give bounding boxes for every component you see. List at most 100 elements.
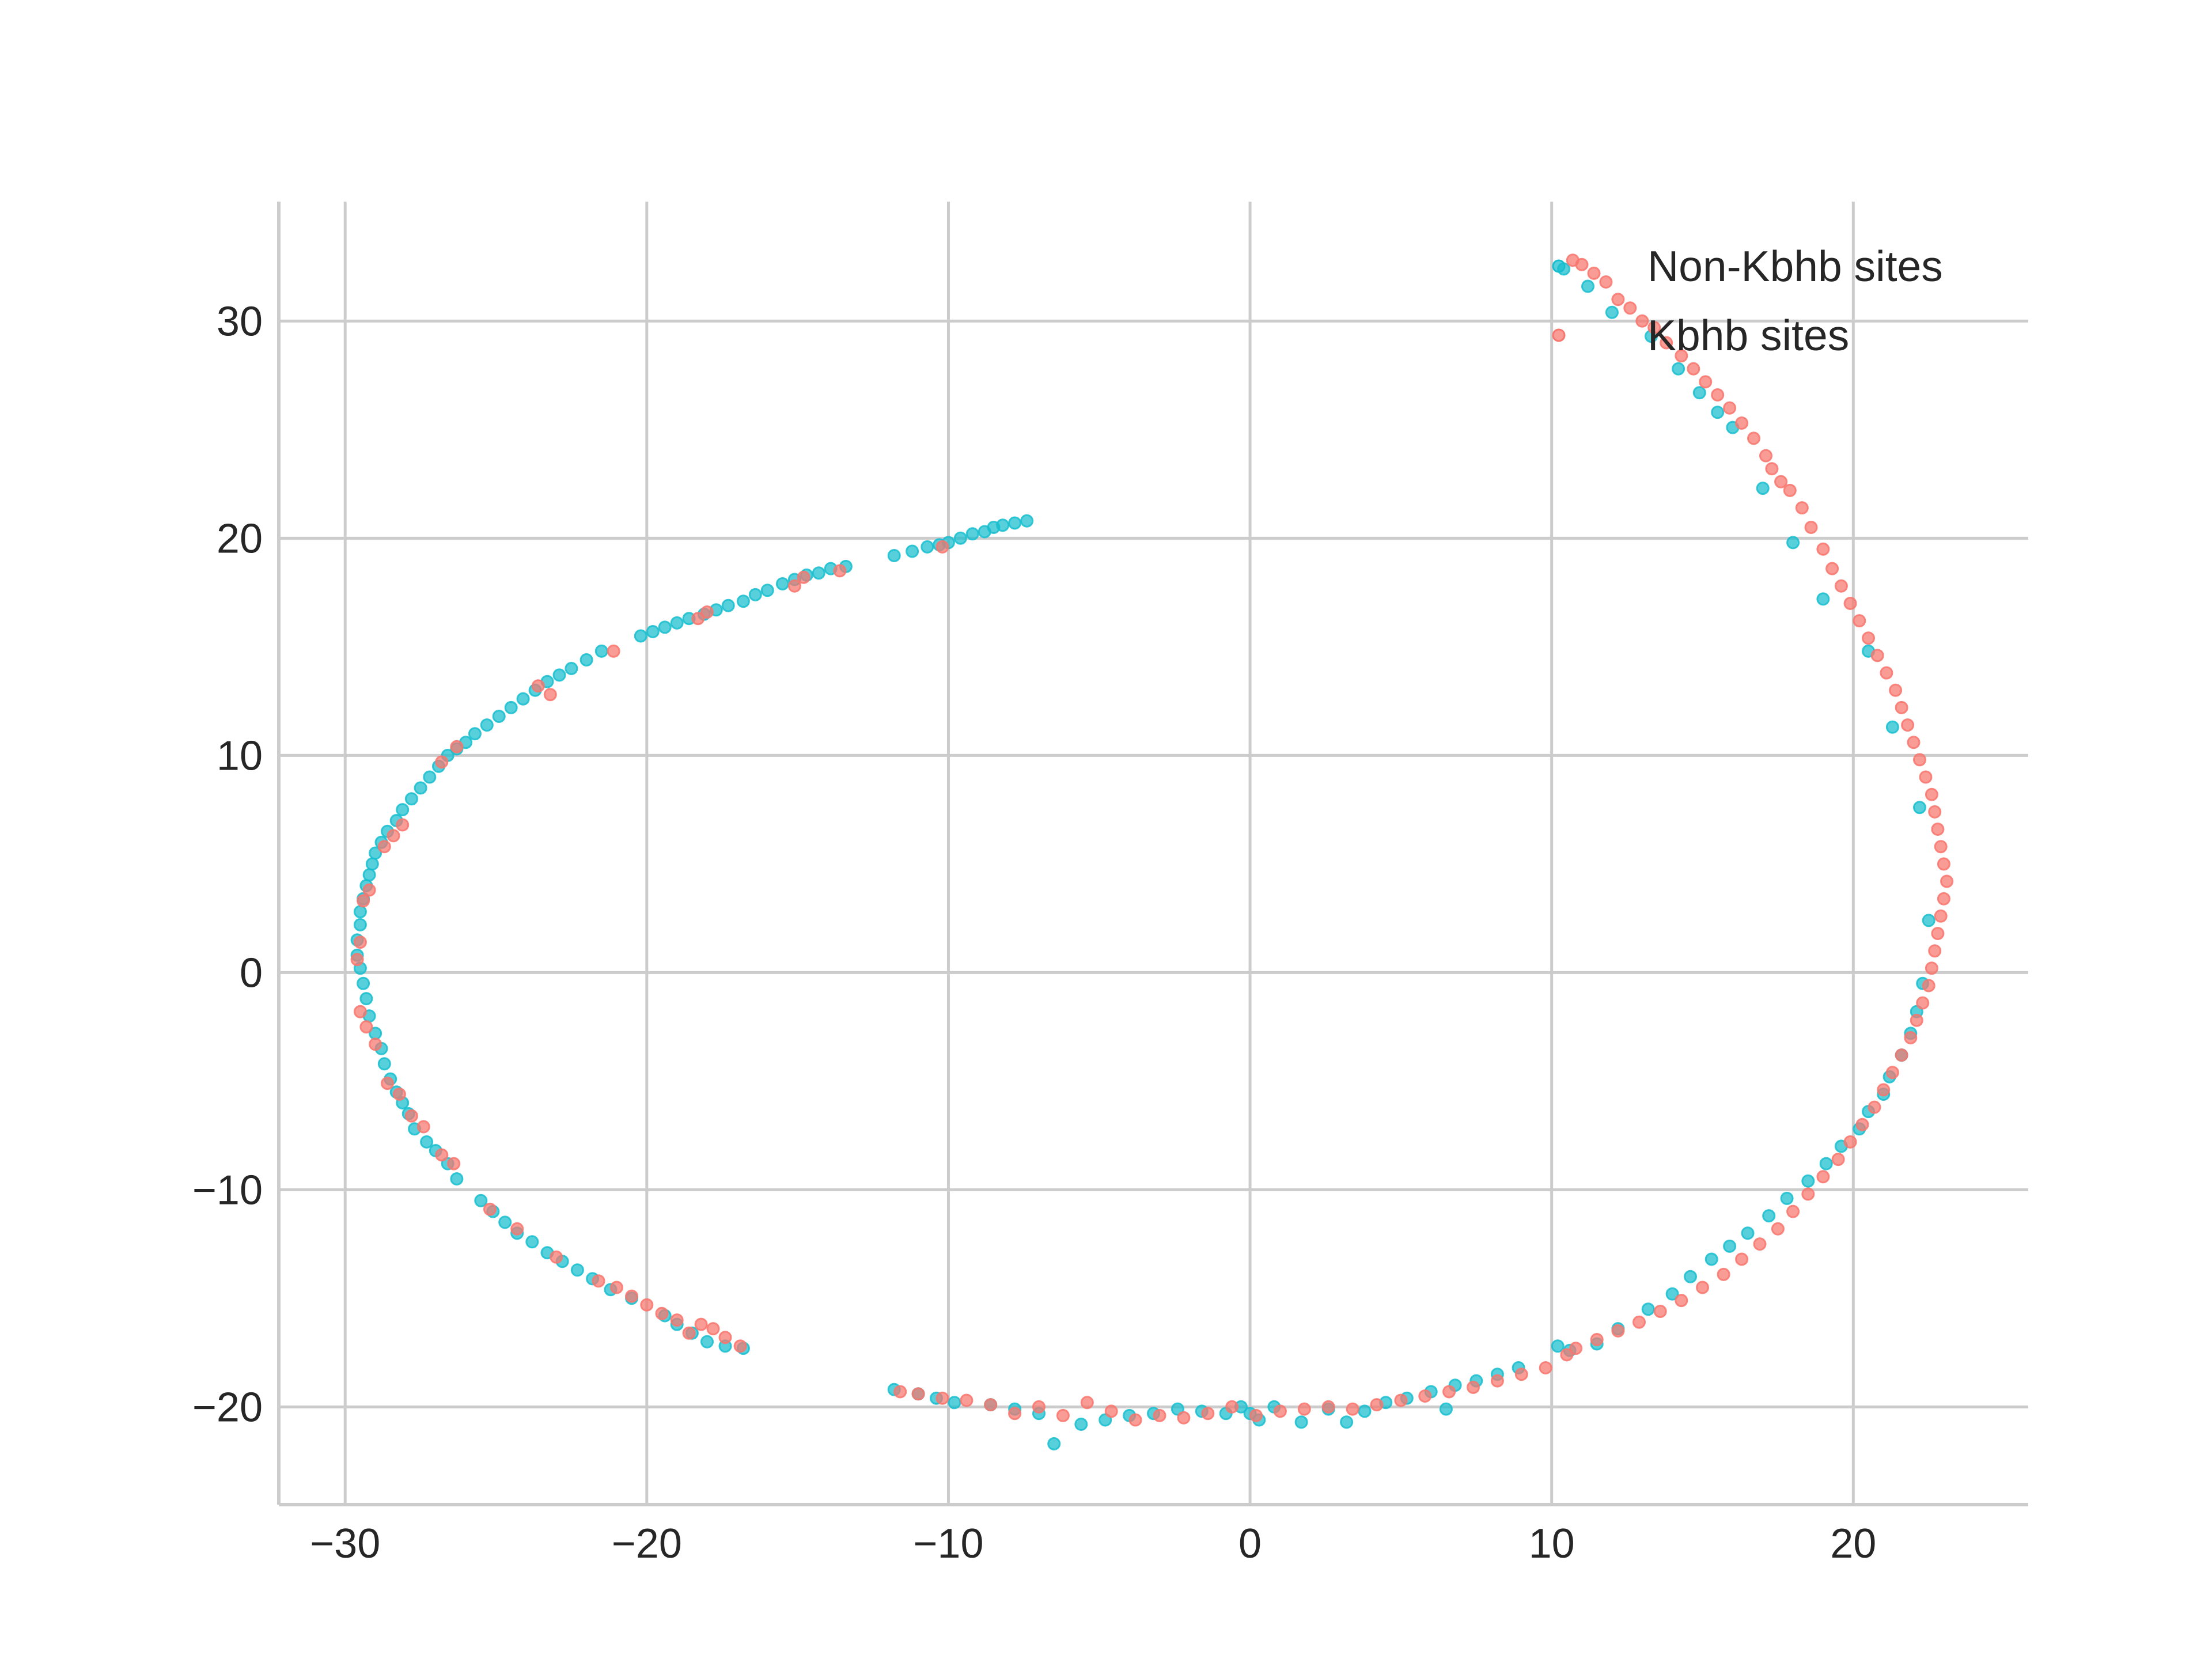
data-point (570, 1263, 584, 1277)
y-tick-label: 20 (217, 516, 263, 562)
data-point (492, 710, 506, 723)
data-point (416, 1120, 430, 1134)
data-point (353, 905, 367, 919)
data-point (1074, 1418, 1088, 1431)
data-point (392, 1088, 406, 1101)
data-point (1771, 1222, 1785, 1236)
y-tick-label: −20 (192, 1384, 263, 1430)
data-point (1394, 1393, 1408, 1407)
data-point (483, 1202, 497, 1216)
data-point (1294, 1415, 1308, 1429)
data-point (1687, 362, 1700, 376)
data-point (447, 1157, 461, 1171)
data-point (1099, 1413, 1112, 1427)
data-point (1675, 1294, 1688, 1308)
data-point (1418, 1389, 1432, 1403)
data-point (1816, 1170, 1830, 1184)
x-tick-label: −30 (310, 1521, 380, 1567)
data-point (1831, 1153, 1845, 1166)
data-point (1774, 475, 1788, 488)
data-point (1032, 1400, 1046, 1414)
data-point (1819, 1157, 1833, 1171)
data-point (579, 653, 593, 666)
data-point (1665, 1287, 1679, 1301)
data-point (1931, 823, 1945, 836)
data-point (911, 1387, 925, 1401)
data-point (1358, 1404, 1372, 1418)
data-point (1660, 336, 1673, 350)
data-point (1877, 1083, 1891, 1097)
data-point (1008, 1407, 1022, 1421)
data-point (984, 1398, 998, 1412)
data-point (362, 883, 376, 897)
data-point (1925, 961, 1938, 975)
data-point (359, 1020, 373, 1034)
data-point (592, 1274, 605, 1288)
data-point (396, 803, 410, 817)
data-point (1647, 321, 1661, 335)
data-point (550, 1250, 563, 1264)
data-point (525, 1235, 539, 1249)
data-point (1705, 1252, 1718, 1266)
data-point (1020, 514, 1034, 528)
x-tick-label: 20 (1830, 1521, 1876, 1567)
data-point (893, 1385, 907, 1399)
legend-marker (1552, 259, 1566, 273)
x-tick-label: −10 (913, 1521, 983, 1567)
data-point (450, 740, 464, 753)
data-point (1834, 579, 1848, 593)
data-point (1611, 293, 1625, 306)
data-point (468, 727, 482, 741)
data-point (1641, 1302, 1655, 1316)
data-point (1786, 536, 1800, 550)
data-point (1868, 1100, 1881, 1114)
data-point (797, 570, 810, 584)
data-point (423, 770, 437, 784)
data-point (655, 1306, 669, 1320)
data-point (414, 781, 427, 795)
data-point (1940, 874, 1954, 888)
data-point (1346, 1402, 1359, 1416)
data-point (498, 1215, 512, 1229)
data-point (1514, 1368, 1528, 1381)
data-point (1928, 805, 1942, 819)
data-point (1747, 431, 1760, 445)
data-point (1128, 1413, 1142, 1427)
data-point (1889, 683, 1903, 697)
data-point (1675, 349, 1688, 363)
data-point (387, 829, 400, 843)
data-point (353, 935, 367, 949)
data-point (833, 564, 847, 578)
data-point (1741, 1226, 1755, 1240)
data-point (1801, 1174, 1815, 1188)
data-point (658, 620, 672, 634)
data-point (435, 755, 449, 769)
data-point (1611, 1324, 1625, 1338)
data-point (450, 1172, 464, 1185)
data-point (359, 992, 373, 1006)
data-point (404, 1109, 418, 1123)
data-point (1937, 857, 1950, 871)
data-point (1551, 1339, 1565, 1353)
data-point (748, 588, 762, 601)
data-point (1699, 375, 1713, 389)
data-point (377, 1057, 391, 1071)
data-point (1895, 700, 1908, 714)
data-point (420, 1135, 434, 1149)
data-point (1765, 462, 1779, 476)
data-point (646, 625, 660, 638)
data-point (510, 1222, 524, 1236)
data-point (1934, 909, 1948, 923)
data-point (960, 1393, 974, 1407)
data-point (357, 976, 370, 990)
data-point (607, 644, 620, 658)
data-point (1587, 266, 1601, 280)
data-point (1467, 1380, 1480, 1394)
data-point (1885, 720, 1899, 734)
data-point (1177, 1411, 1191, 1425)
data-point (935, 1391, 949, 1405)
data-point (365, 857, 379, 871)
axes-spines (277, 202, 2028, 1506)
data-point (1370, 1398, 1384, 1412)
data-point (350, 953, 364, 967)
